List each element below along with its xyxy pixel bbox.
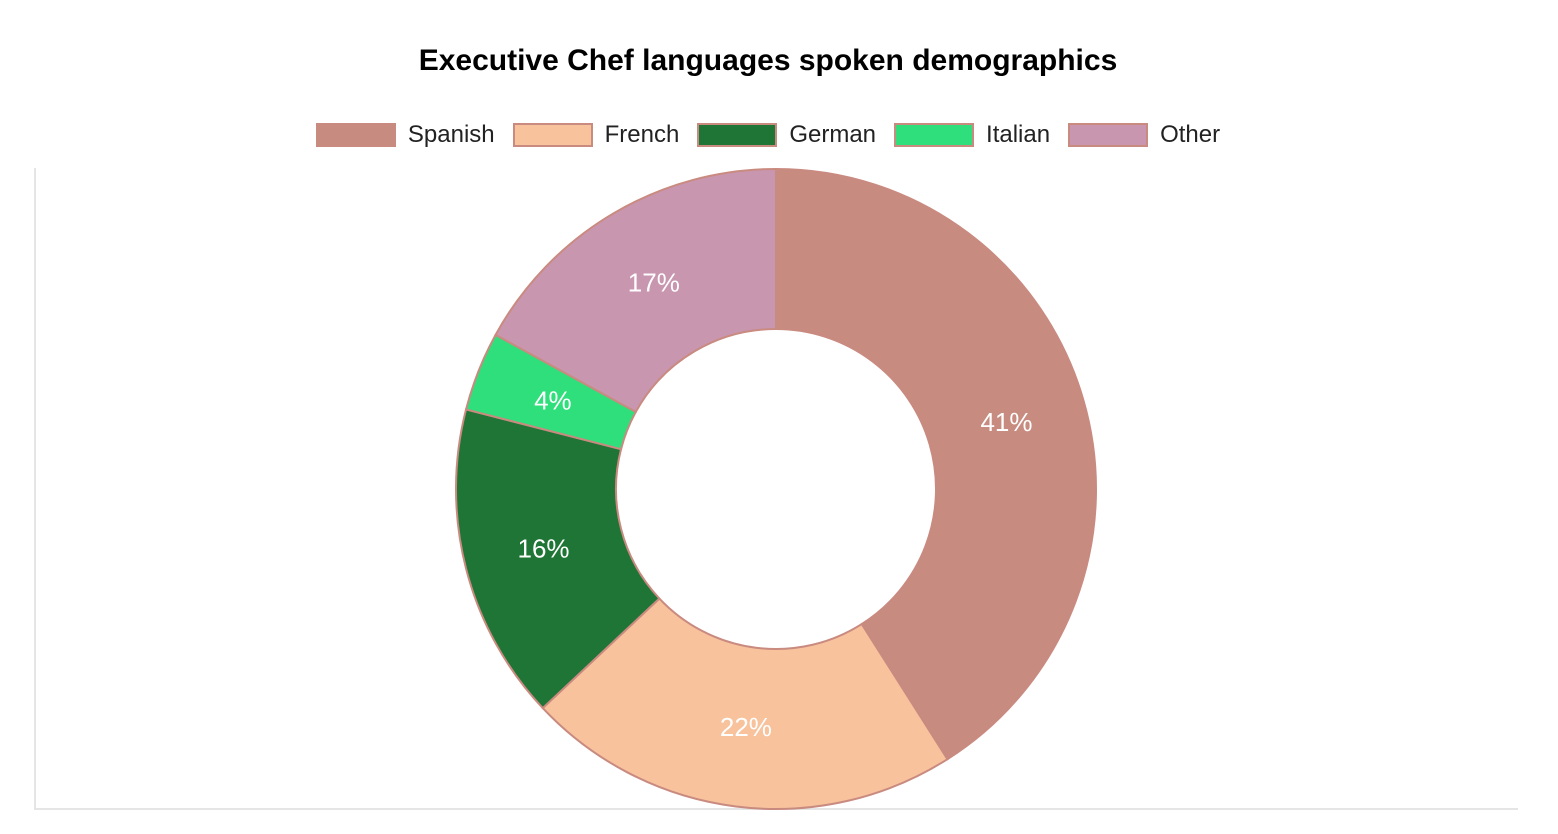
legend-swatch-french — [512, 123, 593, 147]
chart-title: Executive Chef languages spoken demograp… — [418, 44, 1118, 77]
slice-label-french: 22% — [720, 712, 772, 742]
slice-labels-group: 41% 22% 16% 4% 17% — [518, 267, 1033, 742]
slice-spanish[interactable] — [775, 167, 1097, 761]
slice-label-other: 17% — [628, 267, 680, 297]
legend-item-other[interactable]: Other — [1068, 121, 1220, 149]
legend-label-french: French — [604, 121, 680, 148]
slice-german[interactable] — [455, 408, 661, 710]
legend-item-french[interactable]: French — [512, 121, 680, 149]
legend-swatch-spanish — [315, 123, 396, 147]
legend-item-italian[interactable]: Italian — [894, 121, 1050, 149]
legend-label-german: German — [789, 121, 877, 148]
legend-label-italian: Italian — [986, 121, 1051, 148]
legend-item-spanish[interactable]: Spanish — [315, 121, 495, 149]
slices-group — [455, 167, 1097, 810]
legend-swatch-italian — [894, 123, 975, 147]
slice-french[interactable] — [541, 597, 949, 810]
chart-legend: Spanish French German Italian Other — [0, 121, 1536, 149]
legend-item-german[interactable]: German — [697, 121, 876, 149]
legend-swatch-german — [697, 123, 778, 147]
legend-label-other: Other — [1160, 121, 1221, 148]
legend-swatch-other — [1068, 123, 1149, 147]
slice-label-italian: 4% — [534, 386, 572, 416]
slice-label-german: 16% — [518, 534, 570, 564]
slice-label-spanish: 41% — [980, 407, 1032, 437]
legend-label-spanish: Spanish — [407, 121, 495, 148]
slice-other[interactable] — [494, 167, 777, 414]
